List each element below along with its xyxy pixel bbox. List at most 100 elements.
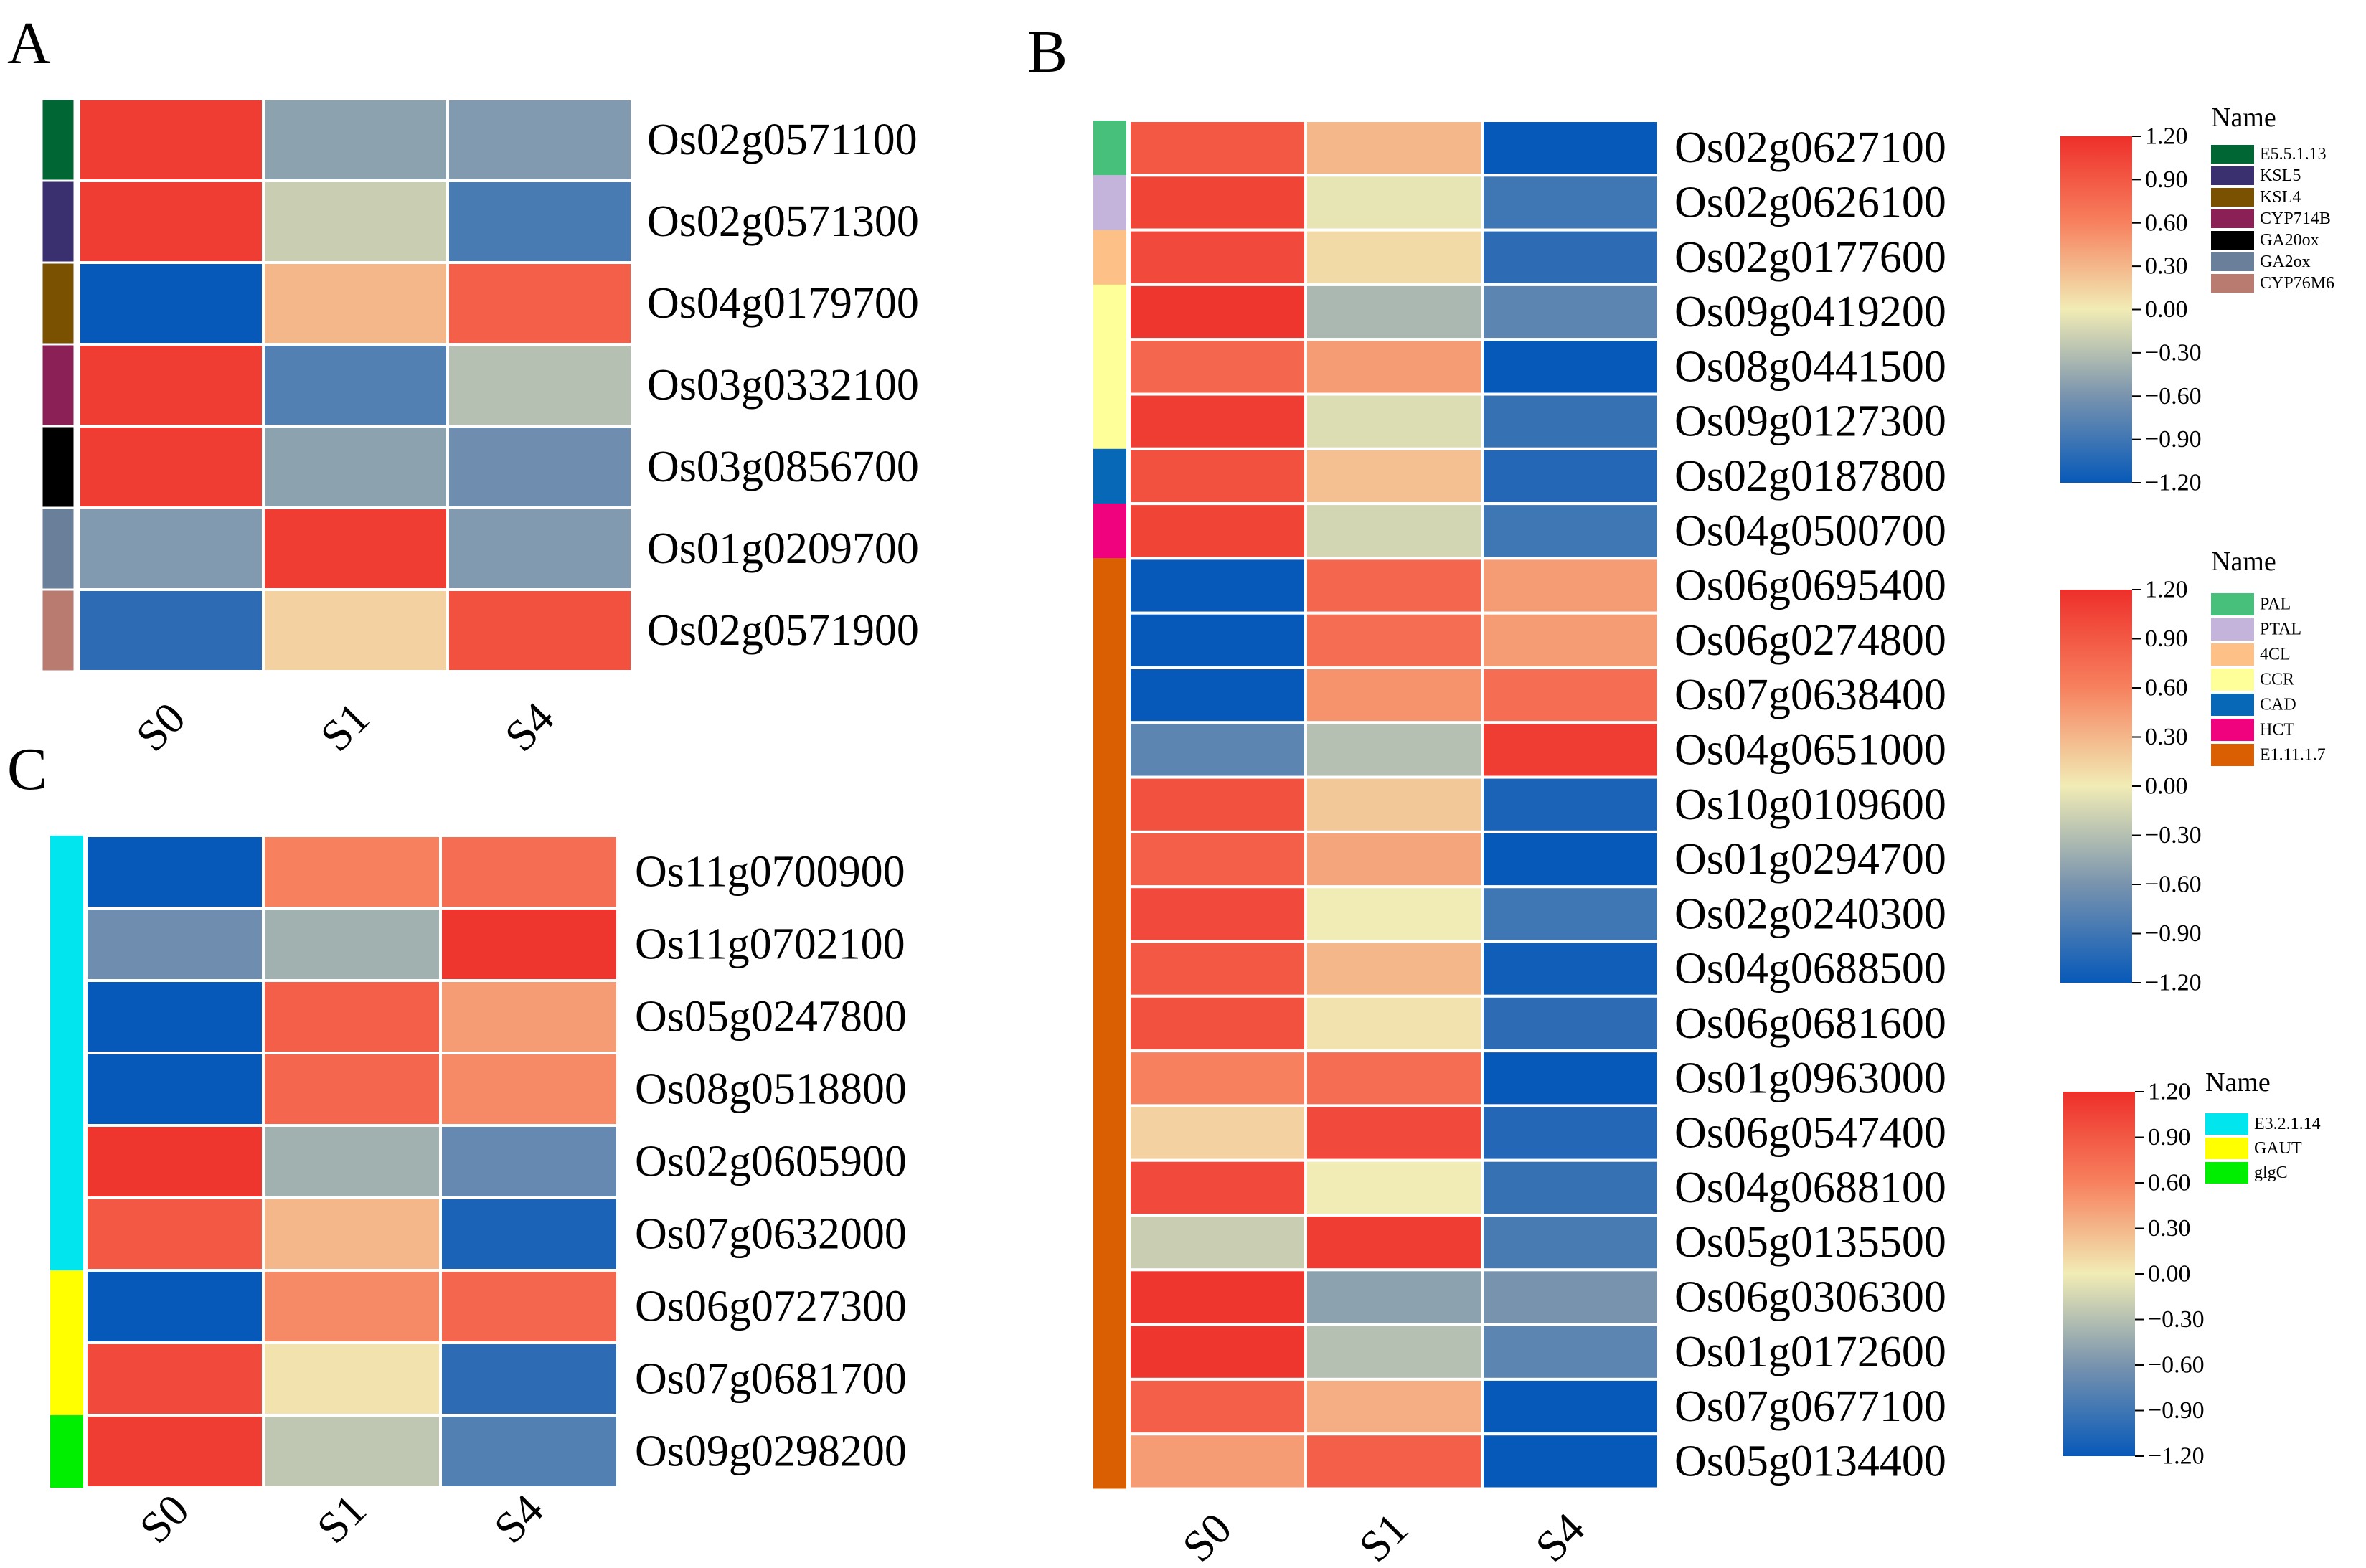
heatmap-cell xyxy=(85,907,265,982)
heatmap-cell xyxy=(1481,1049,1660,1107)
heatmap-cell xyxy=(446,261,633,346)
group-bar-cyp76m6 xyxy=(40,588,76,673)
scale-tick-label: 0.90 xyxy=(2145,166,2188,193)
heatmap-cell xyxy=(1128,885,1307,943)
gene-label: Os07g0681700 xyxy=(635,1355,907,1404)
scale-tick-label: −0.60 xyxy=(2145,872,2202,898)
gene-label: Os02g0605900 xyxy=(635,1138,907,1186)
heatmap-cell xyxy=(262,98,449,182)
heatmap-cell xyxy=(85,1052,265,1127)
gene-label: Os06g0727300 xyxy=(635,1283,907,1331)
column-label: S4 xyxy=(485,1486,552,1553)
heatmap-cell xyxy=(1481,502,1660,560)
scale-tick-label: −0.90 xyxy=(2145,920,2202,947)
heatmap-cell xyxy=(1481,119,1660,177)
legend-title: Name xyxy=(2205,1067,2271,1097)
gene-label: Os08g0441500 xyxy=(1674,342,1946,391)
gene-label: Os07g0632000 xyxy=(635,1210,907,1259)
scale-tick-label: −0.30 xyxy=(2145,822,2202,849)
group-bar-cad xyxy=(1093,448,1126,504)
heatmap-cell xyxy=(1304,775,1484,833)
scale-tick-label: 0.90 xyxy=(2148,1124,2191,1151)
heatmap-cell xyxy=(446,179,633,264)
panel-letter-b: B xyxy=(1027,19,1067,85)
gene-label: Os02g0177600 xyxy=(1674,233,1946,282)
heatmap-cell xyxy=(1128,119,1307,177)
heatmap-cell xyxy=(439,1269,619,1344)
heatmap-cell xyxy=(77,425,265,509)
scale-tick-label: 0.00 xyxy=(2145,773,2188,800)
heatmap-cell xyxy=(446,506,633,591)
gene-label: Os06g0547400 xyxy=(1674,1109,1946,1158)
heatmap-cell xyxy=(262,1196,442,1272)
legend-label: KSL4 xyxy=(2260,188,2301,207)
heatmap-cell xyxy=(1304,338,1484,396)
column-label: S1 xyxy=(311,694,379,761)
heatmap-cell xyxy=(1128,1214,1307,1272)
heatmap-cell xyxy=(1481,1432,1660,1491)
heatmap-cell xyxy=(1481,1158,1660,1217)
heatmap-cell xyxy=(1128,721,1307,779)
scale-tick-label: −0.30 xyxy=(2145,339,2202,366)
heatmap-cell xyxy=(446,343,633,428)
heatmap-cell xyxy=(1304,502,1484,560)
heatmap-cell xyxy=(262,261,449,346)
legend-title: Name xyxy=(2211,547,2276,577)
group-bar-ccr xyxy=(1093,284,1126,449)
heatmap-cell xyxy=(1304,1377,1484,1436)
heatmap-cell xyxy=(1481,283,1660,341)
group-bar-gaut xyxy=(50,1270,83,1415)
group-bar-ga20ox xyxy=(40,425,76,509)
gene-label: Os05g0247800 xyxy=(635,993,907,1042)
heatmap-cell xyxy=(1481,611,1660,670)
heatmap-cell xyxy=(1481,1214,1660,1272)
gene-label: Os01g0963000 xyxy=(1674,1054,1946,1102)
scale-tick-label: 0.60 xyxy=(2145,675,2188,702)
heatmap-cell xyxy=(85,1196,265,1272)
panel-letter-c: C xyxy=(7,736,47,803)
heatmap-cell xyxy=(439,907,619,982)
group-bar-4cl xyxy=(1093,230,1126,285)
heatmap-cell xyxy=(1128,228,1307,286)
group-legend-3: Name E3.2.1.14 GAUT glgC xyxy=(2205,1067,2321,1184)
heatmap-cell xyxy=(1128,1432,1307,1491)
column-label: S4 xyxy=(1527,1504,1594,1568)
heatmap-cell xyxy=(439,1052,619,1127)
heatmap-cell xyxy=(77,179,265,264)
heatmap-cell xyxy=(1304,283,1484,341)
heatmap-cell xyxy=(439,1124,619,1199)
heatmap-cell xyxy=(85,1269,265,1344)
column-label: S4 xyxy=(496,694,563,761)
legend-label: CYP76M6 xyxy=(2260,274,2334,293)
heatmap-cell xyxy=(77,343,265,428)
heatmap-cell xyxy=(262,1052,442,1127)
group-bar-hct xyxy=(1093,504,1126,559)
legend-swatch xyxy=(2211,618,2254,641)
heatmap-cell xyxy=(1481,775,1660,833)
scale-tick-label: 0.60 xyxy=(2145,209,2188,236)
scale-tick-label: 1.20 xyxy=(2148,1079,2191,1105)
heatmap-cell xyxy=(446,98,633,182)
heatmap-cell xyxy=(1304,994,1484,1053)
gene-label: Os04g0688100 xyxy=(1674,1163,1946,1212)
heatmap-cell xyxy=(85,1414,265,1489)
heatmap-cell xyxy=(1481,1104,1660,1162)
gene-label: Os04g0651000 xyxy=(1674,725,1946,774)
legend-swatch xyxy=(2211,145,2254,164)
heatmap-cell xyxy=(1128,174,1307,232)
heatmap-cell xyxy=(1128,666,1307,724)
heatmap-cell xyxy=(1481,228,1660,286)
gene-label: Os08g0518800 xyxy=(635,1065,907,1114)
color-scale-legend-2: 1.20 0.90 0.60 0.30 0.00 −0.30 −0.60 −0.90 −1.20 xyxy=(2060,577,2202,996)
heatmap-cell xyxy=(77,506,265,591)
legend-swatch xyxy=(2211,744,2254,766)
column-label: S0 xyxy=(1174,1504,1241,1568)
heatmap-cell xyxy=(1304,1104,1484,1162)
scale-tick-label: −0.60 xyxy=(2148,1352,2205,1379)
scale-tick-label: 0.60 xyxy=(2148,1170,2191,1196)
heatmap-cell xyxy=(1481,174,1660,232)
heatmap-cell xyxy=(1304,830,1484,889)
gene-label: Os04g0179700 xyxy=(647,279,919,328)
scale-tick-label: 0.30 xyxy=(2145,253,2188,280)
heatmap-cell xyxy=(1481,830,1660,889)
